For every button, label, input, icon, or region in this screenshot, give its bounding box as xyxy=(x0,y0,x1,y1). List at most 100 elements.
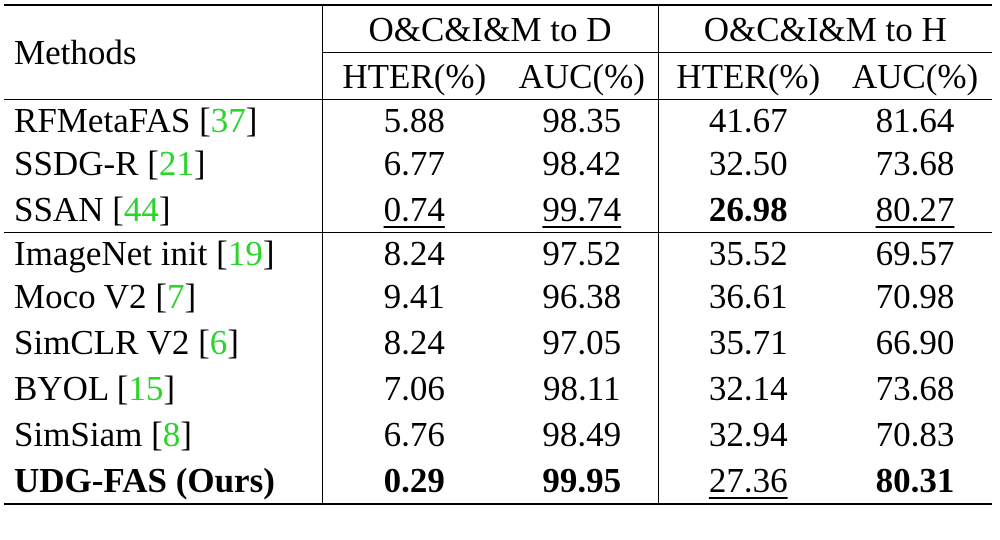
value-text: 97.05 xyxy=(542,322,622,362)
citation-bracket-close: ] xyxy=(245,100,258,140)
value-text: 98.11 xyxy=(543,368,621,408)
table-row: SSDG-R [21] 6.77 98.42 32.50 73.68 xyxy=(4,140,992,186)
value-cell-d-hter: 0.74 xyxy=(322,186,506,233)
value-cell-d-auc: 98.49 xyxy=(506,411,659,457)
citation-bracket-open: [ xyxy=(146,276,167,316)
citation-link[interactable]: 15 xyxy=(128,368,164,408)
citation-bracket-open: [ xyxy=(138,143,159,183)
value-cell-h-hter: 27.36 xyxy=(658,457,838,504)
value-cell-h-auc: 73.68 xyxy=(838,140,992,186)
value-text: 81.64 xyxy=(875,100,955,140)
method-name: RFMetaFAS xyxy=(14,100,191,140)
value-cell-d-auc: 97.52 xyxy=(506,232,659,273)
value-cell-d-hter: 9.41 xyxy=(322,273,506,319)
citation-bracket-close: ] xyxy=(227,322,239,362)
value-cell-h-auc: 80.27 xyxy=(838,186,992,233)
method-name: ImageNet init xyxy=(14,233,208,273)
value-cell-h-auc: 70.83 xyxy=(838,411,992,457)
citation-bracket-close: ] xyxy=(262,233,275,273)
citation-bracket-open: [ xyxy=(103,189,124,229)
method-name: SSAN xyxy=(14,189,104,229)
value-text: 80.31 xyxy=(875,460,955,500)
citation-link[interactable]: 44 xyxy=(123,189,159,229)
value-text: 36.61 xyxy=(708,276,788,316)
header-row-groups: Methods O&C&I&M to D O&C&I&M to H xyxy=(4,5,992,100)
citation-link[interactable]: 7 xyxy=(166,276,185,316)
value-cell-d-hter: 8.24 xyxy=(322,233,506,274)
value-text: 98.49 xyxy=(542,414,622,454)
method-cell: SSAN [44] xyxy=(4,186,323,233)
citation-bracket-open: [ xyxy=(190,100,211,140)
citation-link[interactable]: 6 xyxy=(209,322,228,362)
method-cell: SSDG-R [21] xyxy=(4,140,323,186)
citation-link[interactable]: 19 xyxy=(227,233,263,273)
citation-bracket-open: [ xyxy=(189,322,210,362)
citation-bracket-close: ] xyxy=(180,414,192,454)
citation-bracket-close: ] xyxy=(158,189,171,229)
method-cell: ImageNet init [19] xyxy=(4,232,323,273)
method-cell: SimSiam [8] xyxy=(4,411,323,457)
value-cell-d-auc: 99.95 xyxy=(506,457,659,504)
value-cell-d-hter: 7.06 xyxy=(322,365,506,411)
value-cell-h-hter: 41.67 xyxy=(658,100,838,141)
value-text: 96.38 xyxy=(542,276,622,316)
value-cell-d-hter: 8.24 xyxy=(322,319,506,365)
value-text: 35.52 xyxy=(708,233,788,273)
value-text: 5.88 xyxy=(383,100,445,140)
value-cell-d-hter: 5.88 xyxy=(322,100,506,141)
value-cell-h-hter: 26.98 xyxy=(658,186,838,233)
table-row: SSAN [44] 0.74 99.74 26.98 80.27 xyxy=(4,186,992,233)
value-text: 26.98 xyxy=(708,189,788,229)
value-text: 6.76 xyxy=(383,414,445,454)
value-cell-h-auc: 66.90 xyxy=(838,319,992,365)
method-name: SimCLR V2 xyxy=(14,322,190,362)
method-cell: BYOL [15] xyxy=(4,365,323,411)
value-text: 9.41 xyxy=(383,276,445,316)
value-cell-h-hter: 36.61 xyxy=(658,273,838,319)
method-cell: SimCLR V2 [6] xyxy=(4,319,323,365)
subheader-d-hter: HTER(%) xyxy=(342,56,487,96)
value-text: 32.14 xyxy=(708,368,788,408)
citation-bracket-open: [ xyxy=(207,233,228,273)
value-text: 98.42 xyxy=(542,143,622,183)
value-text: 69.57 xyxy=(875,233,955,273)
value-cell-h-hter: 35.52 xyxy=(658,233,838,274)
citation-link[interactable]: 37 xyxy=(210,100,246,140)
value-text: 41.67 xyxy=(708,100,788,140)
value-cell-d-hter: 0.29 xyxy=(322,457,506,504)
value-cell-h-hter: 32.94 xyxy=(658,411,838,457)
value-cell-h-auc: 70.98 xyxy=(838,273,992,319)
methods-column-header: Methods xyxy=(4,5,323,100)
method-name: UDG-FAS (Ours) xyxy=(14,460,275,500)
citation-bracket-open: [ xyxy=(107,368,129,408)
citation-bracket-close: ] xyxy=(163,368,176,408)
citation-link[interactable]: 8 xyxy=(162,414,181,454)
table-row: UDG-FAS (Ours) 0.29 99.95 27.36 80.31 xyxy=(4,457,992,504)
value-text: 66.90 xyxy=(875,322,955,362)
table-row: BYOL [15] 7.06 98.11 32.14 73.68 xyxy=(4,365,992,411)
table-body: RFMetaFAS [37] 5.88 98.35 41.67 81.64 SSDG-R … xyxy=(4,99,992,504)
table-row: SimSiam [8] 6.76 98.49 32.94 70.83 xyxy=(4,411,992,457)
citation-link[interactable]: 21 xyxy=(158,143,194,183)
subheader-d-auc: AUC(%) xyxy=(506,52,659,100)
group-header-h: O&C&I&M to H xyxy=(658,5,992,53)
value-cell-d-auc: 97.05 xyxy=(506,319,659,365)
value-cell-h-auc: 69.57 xyxy=(838,233,992,274)
table-row: RFMetaFAS [37] 5.88 98.35 41.67 81.64 xyxy=(4,99,992,141)
value-text: 32.50 xyxy=(708,143,788,183)
citation-bracket-open: [ xyxy=(142,414,163,454)
method-name: Moco V2 xyxy=(14,276,147,316)
value-text: 6.77 xyxy=(383,143,445,183)
value-cell-h-hter: 32.14 xyxy=(658,365,838,411)
citation-bracket-close: ] xyxy=(193,143,206,183)
table-header: Methods O&C&I&M to D O&C&I&M to H HTER(%… xyxy=(4,5,992,100)
value-text: 98.35 xyxy=(542,100,622,140)
method-name: SSDG-R xyxy=(14,143,139,183)
value-text: 73.68 xyxy=(875,368,955,408)
value-text: 0.29 xyxy=(383,460,445,500)
value-cell-d-hter: 6.77 xyxy=(322,140,506,186)
value-cell-h-hter: 32.50 xyxy=(658,140,838,186)
value-text: 70.83 xyxy=(875,414,955,454)
value-text: 35.71 xyxy=(708,322,788,362)
value-cell-d-auc: 96.38 xyxy=(506,273,659,319)
